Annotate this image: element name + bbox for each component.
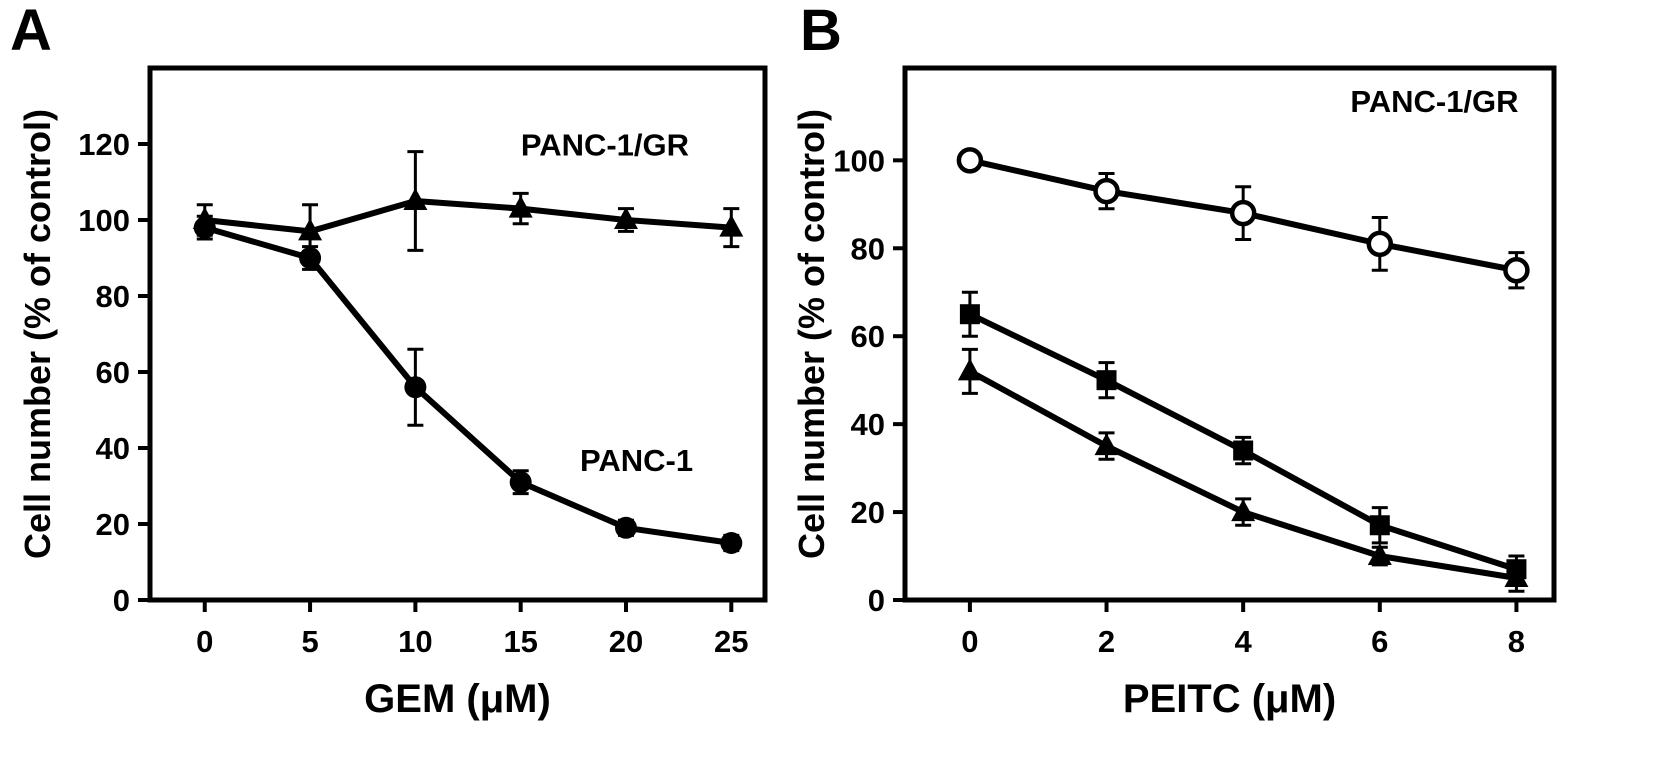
svg-text:5: 5 [301,624,318,659]
svg-text:PANC-1: PANC-1 [580,443,693,478]
svg-text:15: 15 [503,624,537,659]
svg-text:Cell number (% of control): Cell number (% of control) [791,109,832,559]
svg-text:100: 100 [833,143,885,178]
svg-text:PANC-1/GR: PANC-1/GR [521,127,689,162]
svg-text:20: 20 [851,495,885,530]
panel-a: A 0 5 10 15 20 25 0 20 40 60 80 100 120 GEM (μM) Cell … [0,0,790,775]
svg-text:40: 40 [96,431,130,466]
panel-b: B 0 2 4 6 8 0 20 40 60 80 100 PEITC (μM) Cell number… [790,0,1654,775]
svg-text:10: 10 [398,624,432,659]
svg-text:120: 120 [78,127,130,162]
svg-text:60: 60 [96,355,130,390]
svg-text:GEM (μM): GEM (μM) [364,677,551,721]
svg-text:0: 0 [961,624,978,659]
svg-text:4: 4 [1235,624,1253,659]
svg-text:100: 100 [78,203,130,238]
svg-text:0: 0 [113,583,130,618]
svg-text:80: 80 [96,279,130,314]
svg-text:2: 2 [1098,624,1115,659]
panel-a-label: A [10,0,52,63]
svg-text:20: 20 [96,507,130,542]
svg-text:PEITC (μM): PEITC (μM) [1123,677,1336,721]
panel-b-label: B [800,0,842,63]
chart-a-canvas: 0 5 10 15 20 25 0 20 40 60 80 100 120 GEM (μM) Cell nu… [17,65,768,721]
svg-text:0: 0 [196,624,213,659]
svg-text:25: 25 [714,624,748,659]
svg-text:PANC-1/GR: PANC-1/GR [1350,84,1518,119]
svg-text:0: 0 [868,583,885,618]
svg-text:80: 80 [851,231,885,266]
svg-text:Cell number (% of control): Cell number (% of control) [17,109,58,559]
svg-text:40: 40 [851,407,885,442]
svg-text:20: 20 [609,624,643,659]
svg-text:60: 60 [851,319,885,354]
svg-text:6: 6 [1371,624,1388,659]
svg-text:8: 8 [1508,624,1525,659]
